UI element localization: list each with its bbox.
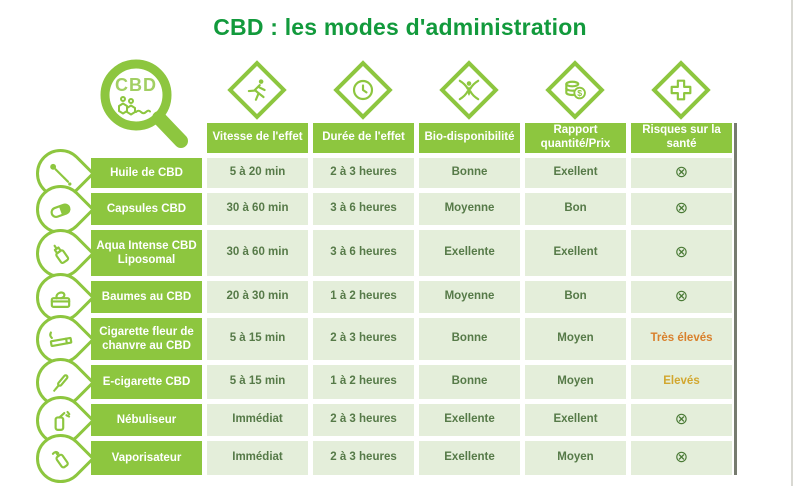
page-title: CBD : les modes d'administration — [213, 14, 587, 40]
column-header-vitesse: Vitesse de l'effet — [207, 123, 308, 153]
balm-jar-icon — [25, 262, 95, 332]
cell-bio: Bonne — [419, 158, 520, 188]
administration-table: Vitesse de l'effet Durée de l'effet Bio-… — [25, 123, 732, 486]
cell-vitesse: 30 à 60 min — [207, 230, 308, 276]
cell-duree: 2 à 3 heures — [313, 318, 414, 360]
table-right-shadow — [734, 123, 737, 475]
cell-risques-no-risk-icon: ⊗ — [631, 158, 732, 188]
e-cigarette-icon — [25, 347, 95, 417]
cigarette-icon — [25, 304, 95, 374]
cell-risques-no-risk-icon: ⊗ — [631, 281, 732, 313]
cell-rapport: Bon — [525, 281, 626, 313]
dropper-bottle-icon — [25, 218, 95, 288]
column-header-bio: Bio-disponibilité — [419, 123, 520, 153]
cell-bio: Moyenne — [419, 193, 520, 225]
nebulizer-icon — [25, 385, 95, 455]
column-header-rapport: Rapport quantité/Prix — [525, 123, 626, 153]
cell-duree: 2 à 3 heures — [313, 404, 414, 436]
capsule-icon — [25, 174, 95, 244]
cell-vitesse: 5 à 15 min — [207, 365, 308, 399]
table-row-icon — [25, 423, 95, 486]
table-row-icon — [25, 218, 95, 288]
cell-bio: Exellente — [419, 404, 520, 436]
cell-duree: 3 à 6 heures — [313, 193, 414, 225]
body-absorption-icon — [439, 60, 499, 120]
medical-cross-icon — [651, 60, 711, 120]
cell-risques-no-risk-icon: ⊗ — [631, 441, 732, 475]
dropper-icon — [25, 138, 95, 208]
cell-risques: Très élevés — [631, 318, 732, 360]
header-spacer-labels — [91, 123, 202, 153]
column-header-duree: Durée de l'effet — [313, 123, 414, 153]
cell-duree: 1 à 2 heures — [313, 281, 414, 313]
cbd-magnifier-icon: CBD — [92, 54, 196, 158]
cell-risques-no-risk-icon: ⊗ — [631, 230, 732, 276]
cell-risques-no-risk-icon: ⊗ — [631, 404, 732, 436]
cell-bio: Bonne — [419, 365, 520, 399]
cell-duree: 2 à 3 heures — [313, 441, 414, 475]
row-label: Baumes au CBD — [91, 281, 202, 313]
cell-rapport: Moyen — [525, 365, 626, 399]
vaporizer-icon — [25, 423, 95, 486]
cell-vitesse: 30 à 60 min — [207, 193, 308, 225]
cell-duree: 1 à 2 heures — [313, 365, 414, 399]
table-row-icon — [25, 347, 95, 417]
cell-vitesse: 20 à 30 min — [207, 281, 308, 313]
cell-rapport: Exellent — [525, 404, 626, 436]
cell-duree: 2 à 3 heures — [313, 158, 414, 188]
table-row-icon — [25, 262, 95, 332]
cell-risques: Elevés — [631, 365, 732, 399]
row-label: E-cigarette CBD — [91, 365, 202, 399]
cell-risques-no-risk-icon: ⊗ — [631, 193, 732, 225]
cell-rapport: Moyen — [525, 441, 626, 475]
cell-rapport: Exellent — [525, 158, 626, 188]
cell-vitesse: 5 à 15 min — [207, 318, 308, 360]
table-row-icon — [25, 138, 95, 208]
cell-vitesse: Immédiat — [207, 404, 308, 436]
row-label: Aqua Intense CBD Liposomal — [91, 230, 202, 276]
svg-text:$: $ — [577, 88, 582, 98]
cell-bio: Bonne — [419, 318, 520, 360]
cell-duree: 3 à 6 heures — [313, 230, 414, 276]
cell-bio: Moyenne — [419, 281, 520, 313]
cell-vitesse: Immédiat — [207, 441, 308, 475]
cell-bio: Exellente — [419, 230, 520, 276]
cell-rapport: Exellent — [525, 230, 626, 276]
row-label: Huile de CBD — [91, 158, 202, 188]
page-right-edge — [791, 0, 793, 486]
row-label: Cigarette fleur de chanvre au CBD — [91, 318, 202, 360]
molecule-icon — [118, 96, 151, 116]
cell-bio: Exellente — [419, 441, 520, 475]
cell-rapport: Bon — [525, 193, 626, 225]
column-header-risques: Risques sur la santé — [631, 123, 732, 153]
table-row-icon — [25, 174, 95, 244]
cbd-magnifier-graphic: CBD — [100, 59, 188, 148]
cell-vitesse: 5 à 20 min — [207, 158, 308, 188]
row-label: Nébuliseur — [91, 404, 202, 436]
runner-icon — [227, 60, 287, 120]
table-row-icon — [25, 304, 95, 374]
row-label: Vaporisateur — [91, 441, 202, 475]
cell-rapport: Moyen — [525, 318, 626, 360]
coins-icon: $ — [545, 60, 605, 120]
logo-cbd-text: CBD — [115, 75, 157, 95]
row-label: Capsules CBD — [91, 193, 202, 225]
clock-icon — [333, 60, 393, 120]
table-row-icon — [25, 385, 95, 455]
